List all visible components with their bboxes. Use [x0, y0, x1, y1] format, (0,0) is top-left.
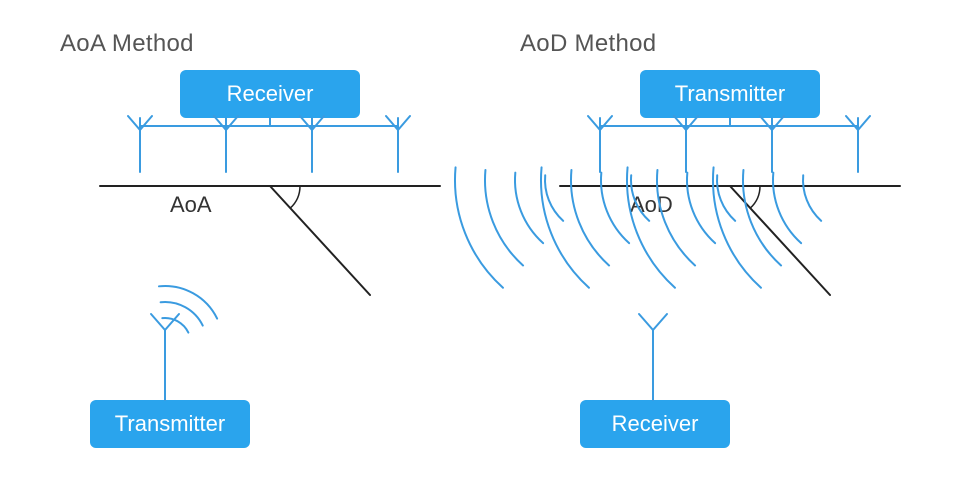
aod-title: AoD Method: [520, 30, 656, 58]
aod-receiver-box: Receiver: [580, 400, 730, 448]
aod-angle-label: AoD: [630, 192, 673, 218]
aoa-angle-label: AoA: [170, 192, 212, 218]
aoa-receiver-label: Receiver: [227, 81, 314, 107]
aod-transmitter-box: Transmitter: [640, 70, 820, 118]
aoa-transmitter-box: Transmitter: [90, 400, 250, 448]
aoa-receiver-box: Receiver: [180, 70, 360, 118]
aoa-title: AoA Method: [60, 30, 194, 58]
aod-receiver-label: Receiver: [612, 411, 699, 437]
aoa-transmitter-label: Transmitter: [115, 411, 225, 437]
diagram-canvas: AoA Method AoD Method Receiver Transmitt…: [0, 0, 980, 500]
aod-transmitter-label: Transmitter: [675, 81, 785, 107]
